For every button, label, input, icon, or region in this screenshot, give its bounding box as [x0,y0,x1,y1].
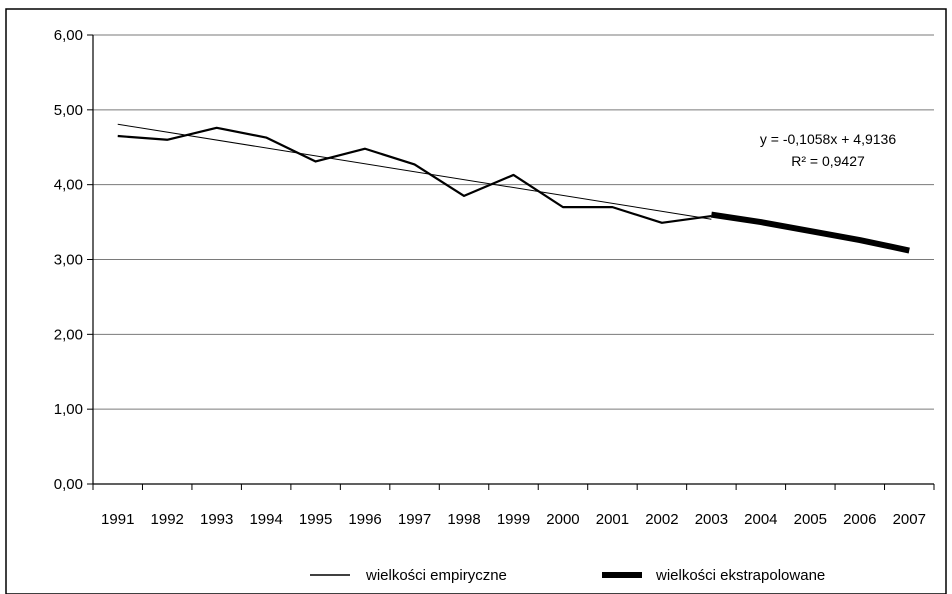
trendline-r2: R² = 0,9427 [791,153,865,169]
trendline-annotation: y = -0,1058x + 4,9136 R² = 0,9427 [760,131,896,169]
y-tick-label: 0,00 [54,476,83,493]
y-tick-label: 6,00 [54,27,83,44]
x-tick-label: 1997 [398,511,431,528]
legend-label-empiryczne: wielkości empiryczne [365,567,507,584]
trendline [117,123,712,220]
plot-lines [117,123,910,254]
x-tick-label: 2000 [546,511,579,528]
x-tick-label: 2005 [794,511,827,528]
legend: wielkości empiryczne wielkości ekstrapol… [310,567,825,584]
x-tick-label: 1998 [447,511,480,528]
x-tick-label: 1991 [101,511,134,528]
legend-label-ekstrapolowane: wielkości ekstrapolowane [655,567,825,584]
x-tick-label: 2001 [596,511,629,528]
x-tick-label: 1994 [249,511,282,528]
trendline-equation: y = -0,1058x + 4,9136 [760,131,896,147]
x-tick-label: 1996 [348,511,381,528]
chart-border [5,8,947,594]
y-tick-label: 5,00 [54,102,83,119]
x-tick-label: 1995 [299,511,332,528]
x-tick-label: 2007 [893,511,926,528]
y-tick-label: 1,00 [54,401,83,418]
x-tick-label: 2004 [744,511,777,528]
x-tick-label: 2006 [843,511,876,528]
x-tick-label: 1999 [497,511,530,528]
y-axis-tick-labels: 0,00 1,00 2,00 3,00 4,00 5,00 6,00 [54,27,83,493]
axes [92,35,935,490]
x-tick-label: 1993 [200,511,233,528]
x-tick-label: 2003 [695,511,728,528]
y-tick-label: 4,00 [54,177,83,194]
y-tick-label: 3,00 [54,252,83,269]
x-tick-label: 1992 [151,511,184,528]
x-tick-label: 2002 [645,511,678,528]
gridlines [87,34,934,485]
y-tick-label: 2,00 [54,326,83,343]
x-axis-tick-labels: 1991 1992 1993 1994 1995 1996 1997 1998 1999 2000… [101,511,926,528]
